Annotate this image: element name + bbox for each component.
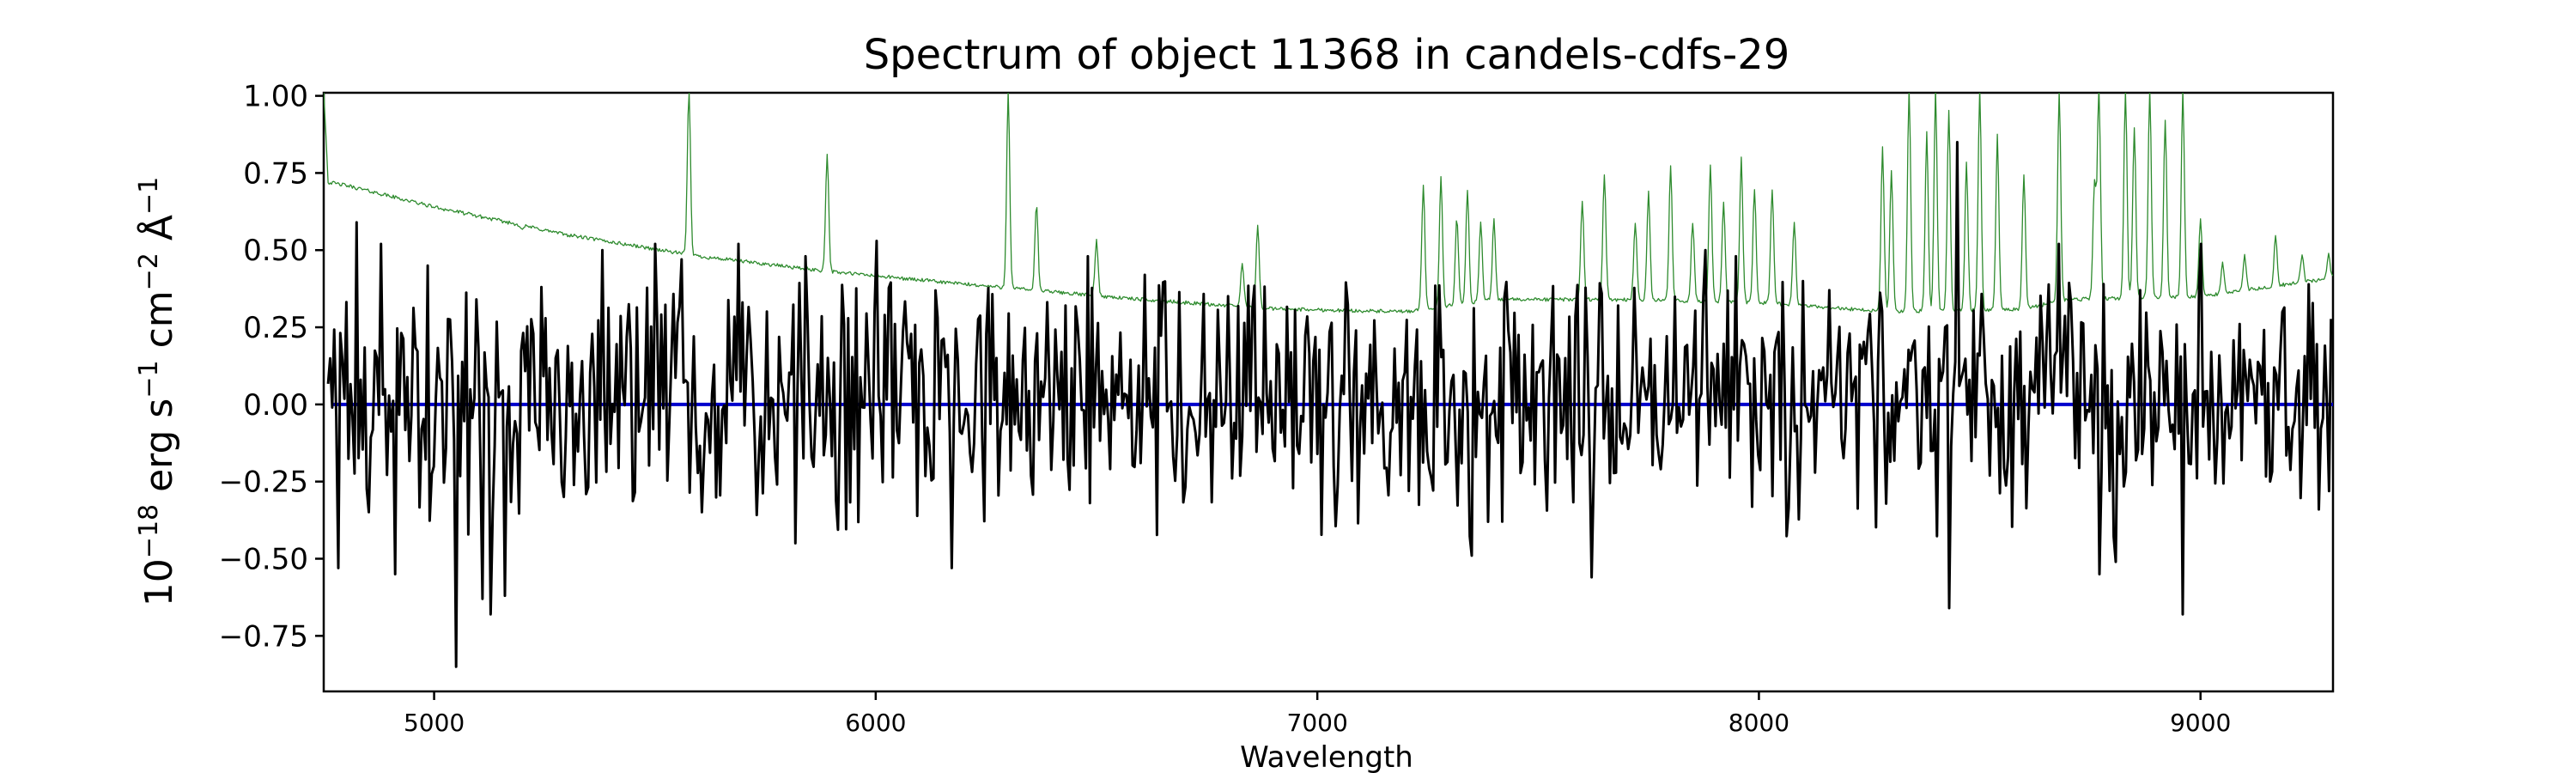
- x-tick-label: 8000: [1728, 709, 1789, 737]
- y-tick-label: 0.25: [243, 311, 308, 345]
- x-tick-label: 5000: [404, 709, 465, 737]
- x-axis: 5000 6000 7000 8000 9000: [404, 691, 2231, 737]
- chart-title: Spectrum of object 11368 in candels-cdfs…: [864, 31, 1790, 79]
- x-tick-label: 7000: [1287, 709, 1348, 737]
- data-marks: [324, 93, 2333, 668]
- y-tick-label: 0.75: [243, 156, 308, 191]
- y-tick-label: −0.75: [219, 619, 308, 654]
- y-tick-label: −0.25: [219, 466, 308, 500]
- flux-series-line: [326, 141, 2333, 668]
- y-axis: 1.00 0.75 0.50 0.25 0.00 −0.25 −0.50 −0.75: [219, 80, 324, 654]
- y-tick-label: 0.00: [243, 388, 308, 423]
- sky-series-line: [324, 93, 2333, 313]
- y-tick-label: 1.00: [243, 80, 308, 114]
- x-tick-label: 9000: [2170, 709, 2231, 737]
- y-axis-label: 10−18 erg s−1 cm−2 Å−1: [134, 177, 182, 606]
- y-tick-label: 0.50: [243, 234, 308, 268]
- x-tick-label: 6000: [845, 709, 906, 737]
- y-tick-label: −0.50: [219, 543, 308, 577]
- x-axis-label: Wavelength: [1240, 740, 1413, 773]
